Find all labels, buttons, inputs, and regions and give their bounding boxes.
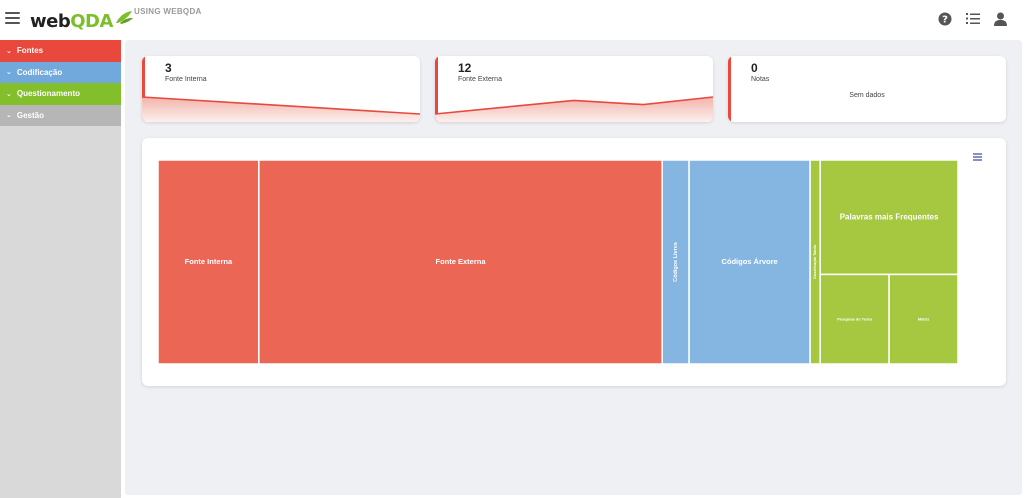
sidebar-item-label: Questionamento [16,89,80,99]
sidebar: ⌄ Fontes ⌄ Codificação ⌄ Questionamento … [0,40,121,498]
sparkline-chart [435,96,713,122]
stat-label: Notas [751,76,770,83]
treemap-label: Fonte Interna [185,257,233,266]
stat-card-fonte-interna[interactable]: 3 Fonte Interna [142,56,420,122]
treemap-cell-codigos-arvore[interactable] [688,160,811,364]
sparkline-line [142,96,420,115]
card-accent [435,56,438,122]
treemap-label: Palavras mais Frequentes [840,212,939,221]
stat-value: 0 [751,61,758,75]
list-icon[interactable] [965,11,980,26]
chevron-down-icon: ⌄ [6,69,12,77]
treemap-chart: Fonte Interna Fonte Externa Códigos Livres… [158,160,958,364]
stat-card-notas[interactable]: 0 Notas Sem dados [728,56,1006,122]
sidebar-item-fontes[interactable]: ⌄ Fontes [0,40,121,62]
treemap-cell-fonte-externa[interactable] [258,160,663,364]
card-accent [728,56,731,122]
treemap-card: Fonte Interna Fonte Externa Códigos Livres… [142,138,1006,386]
sidebar-item-questionamento[interactable]: ⌄ Questionamento [0,83,121,105]
sparkline-chart [142,96,420,122]
no-data-text: Sem dados [849,92,885,99]
treemap-label: Códigos Livres [673,242,679,282]
webqda-logo[interactable]: web QDA [30,8,134,34]
hamburger-menu-icon[interactable] [5,12,20,25]
sidebar-item-label: Codificação [16,67,63,77]
stat-card-fonte-externa[interactable]: 12 Fonte Externa [435,56,713,122]
user-icon[interactable] [993,11,1008,26]
stat-label: Fonte Externa [458,76,502,83]
treemap-label: Matriz [918,316,930,321]
sidebar-item-label: Fontes [16,46,44,56]
sparkline-area [435,97,713,122]
treemap-label: Fonte Externa [436,257,487,266]
sidebar-item-label: Gestão [16,110,44,120]
treemap-label: Classificação Tabela [813,245,817,279]
stat-label: Fonte Interna [165,76,207,83]
chevron-down-icon: ⌄ [6,47,12,55]
main-content: 3 Fonte Interna 12 Fonte Externa 0 Notas… [125,40,1022,495]
card-accent [142,56,145,122]
stat-value: 3 [165,61,172,75]
sidebar-item-codificacao[interactable]: ⌄ Codificação [0,61,121,83]
sidebar-item-gestao[interactable]: ⌄ Gestão [0,104,121,126]
chart-menu-icon[interactable] [973,153,984,162]
top-bar: web QDA USING WEBQDA ? [0,0,1024,40]
page-title: USING WEBQDA [134,7,202,16]
treemap-label: Pesquisa de Texto [837,316,872,321]
treemap-label: Códigos Árvore [721,257,777,266]
treemap-cell-codigos-livres[interactable] [661,160,690,364]
chevron-down-icon: ⌄ [6,112,12,120]
leaf-logo-icon [115,11,133,24]
treemap-cell-pesquisa-de-texto[interactable] [819,273,890,364]
chevron-down-icon: ⌄ [6,90,12,98]
help-icon[interactable]: ? [937,11,952,26]
sparkline-area [142,97,420,122]
treemap-cell-matriz[interactable] [888,273,958,364]
sparkline-line [435,96,713,115]
svg-text:?: ? [942,14,948,25]
stat-value: 12 [458,61,472,75]
